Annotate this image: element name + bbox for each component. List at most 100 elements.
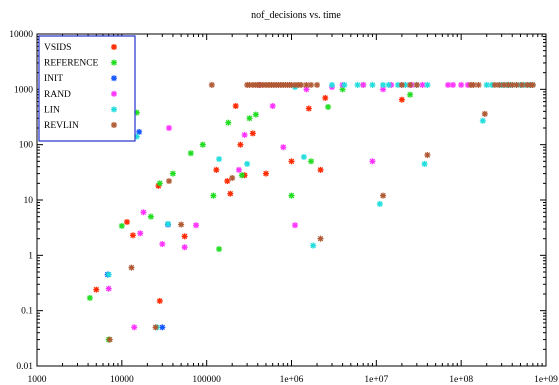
data-point-revlin [380, 192, 387, 199]
data-point-vsids [213, 166, 220, 173]
data-point-rand [269, 102, 276, 109]
data-point-lin [310, 242, 317, 249]
data-point-reference [118, 222, 125, 229]
data-point-rand [131, 324, 138, 331]
data-point-vsids [288, 158, 295, 165]
y-tick-label: 1000 [14, 85, 33, 95]
data-point-lin [164, 220, 171, 227]
data-point-reference [216, 246, 223, 253]
data-point-init [159, 324, 166, 331]
data-point-rand [458, 81, 465, 88]
data-point-rand [449, 81, 456, 88]
chart-title: nof_decisions vs. time [251, 10, 341, 21]
data-point-reference [325, 103, 332, 110]
data-point-reference [86, 294, 93, 301]
data-point-rand [292, 222, 299, 229]
legend-label: INIT [44, 74, 63, 84]
data-point-vsids [249, 130, 256, 137]
data-point-revlin [529, 81, 536, 88]
legend-marker-vsids [111, 44, 117, 50]
data-point-rand [235, 166, 242, 173]
data-point-reference [288, 192, 295, 199]
y-tick-label: 10000 [9, 30, 33, 40]
data-point-lin [483, 81, 490, 88]
data-point-reference [187, 150, 194, 157]
legend-label: REVLIN [44, 121, 79, 131]
data-point-vsids [156, 297, 163, 304]
data-point-lin [354, 81, 361, 88]
data-point-revlin [317, 235, 324, 242]
data-point-rand [419, 81, 426, 88]
data-point-lin [424, 81, 431, 88]
data-point-revlin [152, 324, 159, 331]
data-point-vsids [227, 190, 234, 197]
data-point-reference [199, 141, 206, 148]
legend-box [38, 35, 136, 142]
axis-ticks: 1000 10000 100000 1e+06 1e+07 1e+08 1e+09 0.01 0… [9, 30, 558, 385]
y-tick-label: 0.1 [21, 307, 33, 317]
data-point-revlin [308, 81, 315, 88]
data-point-revlin [407, 81, 414, 88]
data-point-revlin [178, 221, 185, 228]
data-points [63, 81, 536, 343]
data-point-revlin [106, 336, 113, 343]
data-point-rand [369, 158, 376, 165]
data-point-reference [169, 170, 176, 177]
data-point-revlin [475, 81, 482, 88]
data-point-lin [385, 81, 392, 88]
data-point-reference [238, 172, 245, 179]
data-point-lin [369, 81, 376, 88]
data-point-reference [252, 111, 259, 118]
data-point-vsids [232, 102, 239, 109]
data-point-lin [216, 156, 223, 163]
data-point-rand [193, 222, 200, 229]
data-point-lin [421, 160, 428, 167]
data-point-lin [328, 81, 335, 88]
y-tick-label: 100 [19, 141, 34, 151]
data-point-rand [140, 209, 147, 216]
data-point-vsids [398, 96, 405, 103]
data-point-revlin [208, 81, 215, 88]
x-tick-label: 1e+08 [449, 375, 473, 385]
x-tick-label: 100000 [192, 375, 221, 385]
data-point-vsids [224, 178, 231, 185]
data-point-revlin [424, 152, 431, 159]
data-point-revlin [229, 174, 236, 181]
data-point-revlin [298, 81, 305, 88]
x-tick-label: 1e+09 [534, 375, 558, 385]
data-point-lin [244, 160, 251, 167]
data-point-revlin [314, 81, 321, 88]
data-point-vsids [305, 105, 312, 112]
data-point-rand [159, 241, 166, 248]
legend-marker-lin [111, 106, 117, 113]
data-point-vsids [237, 141, 244, 148]
data-point-vsids [317, 166, 324, 173]
data-point-revlin [166, 178, 173, 185]
legend-label: REFERENCE [44, 59, 99, 69]
data-point-revlin [491, 81, 498, 88]
data-point-lin [300, 153, 307, 160]
data-point-revlin [398, 81, 405, 88]
data-point-reference [225, 119, 232, 126]
data-point-reference [246, 115, 253, 122]
data-point-rand [137, 230, 144, 237]
legend-marker-reference [111, 59, 117, 66]
y-tick-label: 0.01 [16, 362, 33, 372]
data-point-rand [181, 244, 188, 251]
legend-label: LIN [44, 105, 60, 115]
data-point-reference [156, 180, 163, 187]
y-tick-label: 1 [28, 251, 33, 261]
data-point-vsids [322, 94, 329, 101]
data-point-vsids [129, 232, 136, 239]
data-point-lin [105, 271, 112, 278]
data-point-rand [360, 81, 367, 88]
data-point-vsids [262, 170, 269, 177]
data-point-revlin [496, 81, 503, 88]
legend-marker-init [111, 75, 117, 82]
x-tick-label: 1000 [28, 375, 47, 385]
x-tick-label: 1e+06 [280, 375, 304, 385]
data-point-revlin [481, 110, 488, 117]
data-point-rand [241, 131, 248, 138]
data-point-revlin [518, 81, 525, 88]
data-point-lin [380, 81, 387, 88]
